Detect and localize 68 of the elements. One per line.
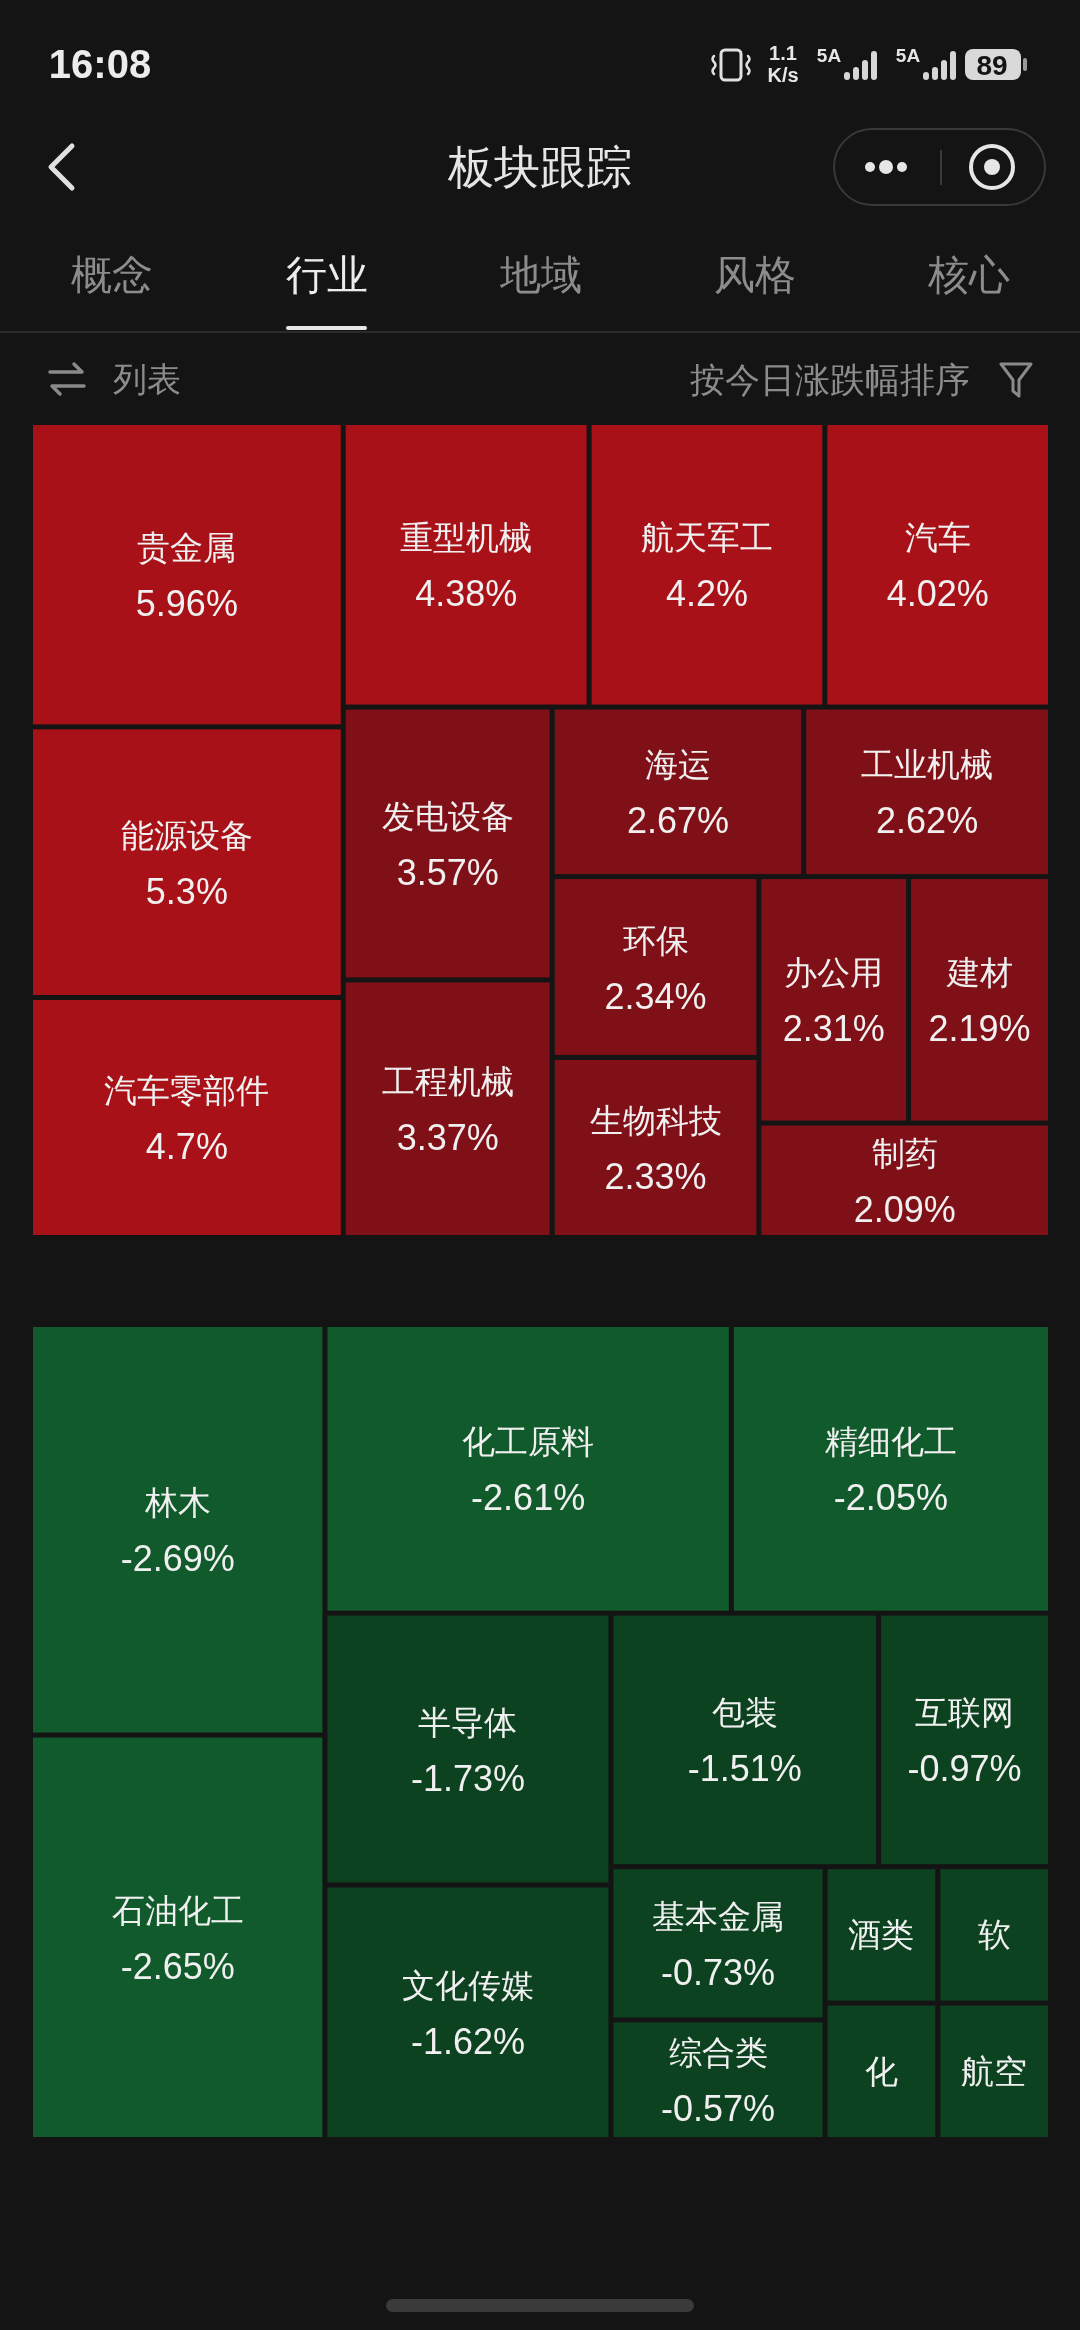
category-label: 化 (864, 2052, 898, 2090)
category-label: 办公用 (784, 954, 884, 992)
text: K/s (767, 64, 799, 86)
data-label: -2.69% (120, 1538, 235, 1580)
data-label: -0.97% (907, 1748, 1022, 1790)
category-label: 文化传媒 (401, 1966, 534, 2004)
category-label: 制药 (871, 1134, 938, 1172)
text: 风格 (714, 252, 796, 298)
data-label: 4.2% (665, 573, 749, 615)
category-label: 石油化工 (111, 1891, 244, 1929)
category-label: 化工原料 (462, 1423, 595, 1461)
category-label: 能源设备 (120, 816, 253, 854)
category-label: 林木 (143, 1484, 211, 1522)
text: 5A (816, 44, 842, 66)
category-label: 互联网 (915, 1694, 1015, 1732)
data-label: 2.67% (626, 800, 729, 842)
text: 16:08 (48, 42, 152, 86)
data-label: -2.61% (471, 1477, 586, 1519)
data-label: 4.38% (415, 573, 518, 615)
category-label: 基本金属 (652, 1897, 785, 1935)
data-label: -2.05% (833, 1477, 948, 1519)
text: 1.1 (769, 42, 797, 64)
data-label: -0.57% (661, 2088, 776, 2130)
data-label: 3.37% (396, 1117, 499, 1159)
text: 核心 (927, 252, 1010, 298)
text: 5A (895, 44, 921, 66)
text: 行业 (286, 252, 368, 298)
text: 89 (976, 49, 1008, 81)
data-label: 2.33% (604, 1155, 707, 1197)
data-label: 2.09% (853, 1188, 956, 1230)
category-label: 汽车零部件 (104, 1072, 270, 1109)
category-label: 综合类 (668, 2034, 768, 2072)
data-label: -0.73% (661, 1951, 776, 1993)
category-label: 发电设备 (381, 797, 514, 835)
category-label: 汽车 (904, 519, 971, 557)
data-label: 2.19% (928, 1008, 1031, 1050)
data-label: 5.3% (145, 870, 228, 912)
data-label: -1.51% (687, 1748, 802, 1790)
data-label: 2.31% (782, 1008, 885, 1050)
text: 地域 (499, 252, 582, 298)
data-label: -1.73% (410, 1757, 525, 1799)
category-label: 半导体 (418, 1703, 518, 1741)
data-label: 3.57% (396, 851, 499, 893)
category-label: 生物科技 (589, 1101, 722, 1139)
text: 列表 (113, 360, 181, 398)
category-label: 航空 (961, 2052, 1028, 2090)
data-label: 4.02% (886, 573, 989, 615)
data-label: 4.7% (145, 1126, 228, 1167)
category-label: 建材 (945, 954, 1013, 992)
data-label: -2.65% (120, 1945, 235, 1987)
category-label: 航天军工 (640, 519, 773, 557)
data-label: 2.62% (876, 800, 979, 842)
category-label: 精细化工 (824, 1423, 957, 1461)
category-label: 软 (977, 1916, 1011, 1954)
text: 按今日涨跌幅排序 (690, 359, 970, 399)
category-label: 贵金属 (137, 529, 237, 567)
category-label: 酒类 (848, 1916, 915, 1954)
text: 概念 (71, 252, 153, 298)
category-label: 包装 (711, 1694, 778, 1732)
category-label: 环保 (622, 921, 689, 959)
data-label: -1.62% (410, 2020, 525, 2062)
category-label: 重型机械 (400, 519, 533, 557)
category-label: 工程机械 (381, 1063, 514, 1101)
text: 板块跟踪 (447, 141, 632, 193)
data-label: 2.34% (604, 975, 707, 1017)
category-label: 海运 (644, 746, 711, 784)
category-label: 工业机械 (861, 746, 994, 784)
data-label: 5.96% (135, 583, 238, 625)
